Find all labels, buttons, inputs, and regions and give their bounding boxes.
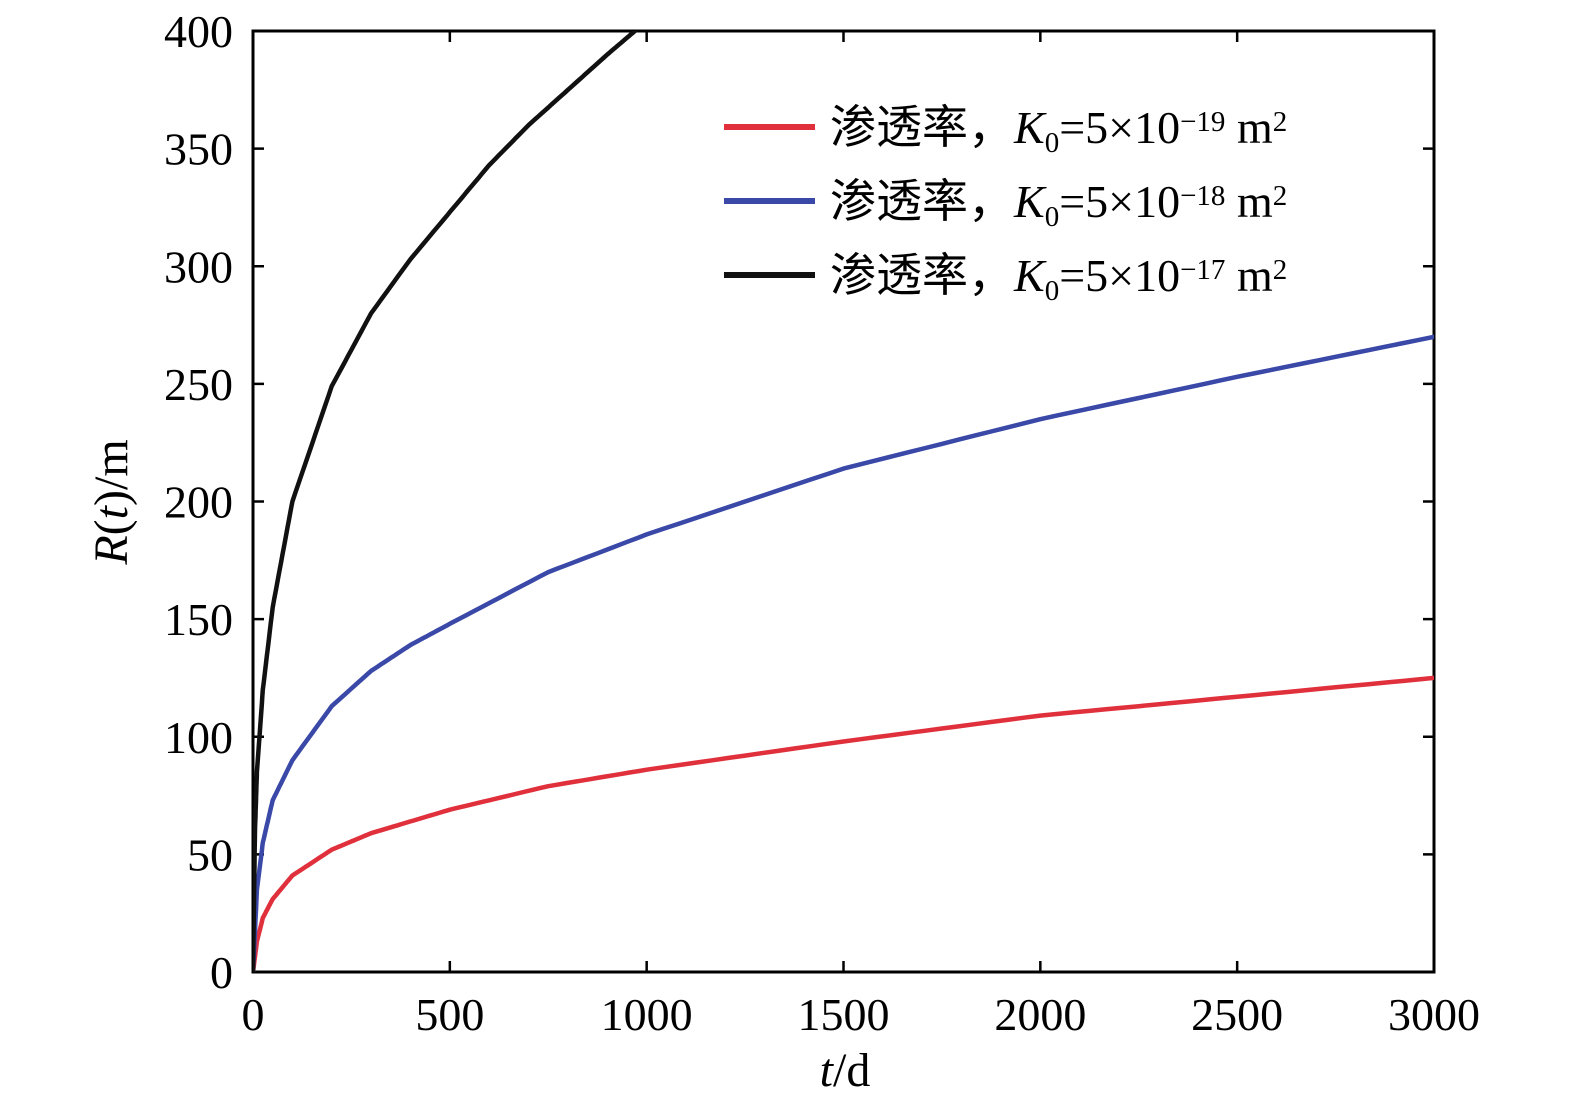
y-tick-label: 200 [164,477,233,528]
y-tick-label: 350 [164,124,233,175]
y-tick-label: 100 [164,712,233,763]
y-tick-label: 0 [210,947,233,998]
x-tick-label: 3000 [1388,989,1480,1040]
tick-labels: 0 500 1000 1500 2000 2500 3000 0 50 100 150 200 250 3… [164,6,1480,1040]
axis-ticks [251,29,1436,974]
series-line-3 [253,31,638,972]
x-tick-label: 1500 [798,989,890,1040]
legend-label-3: 渗透率，K0=5×10−17 m2 [830,250,1287,307]
plot-area-frame [251,29,1436,974]
series-line-2 [253,334,1434,972]
x-tick-label: 2000 [994,989,1086,1040]
y-tick-label: 50 [187,829,233,880]
y-tick-label: 150 [164,594,233,645]
x-tick-label: 1000 [601,989,693,1040]
legend-label-1: 渗透率，K0=5×10−19 m2 [830,102,1287,159]
legend: 渗透率，K0=5×10−19 m2 渗透率，K0=5×10−18 m2 渗透率，K0… [724,102,1287,307]
x-tick-label: 0 [242,989,265,1040]
x-tick-label: 500 [415,989,484,1040]
y-axis-label: R(t)/m [85,439,138,565]
x-axis-label: t/d [820,1044,871,1097]
series-lines [253,31,1434,972]
y-tick-label: 250 [164,359,233,410]
series-line-1 [253,675,1434,972]
legend-label-2: 渗透率，K0=5×10−18 m2 [830,176,1287,233]
y-tick-label: 300 [164,241,233,292]
x-tick-label: 2500 [1191,989,1283,1040]
y-tick-label: 400 [164,6,233,57]
